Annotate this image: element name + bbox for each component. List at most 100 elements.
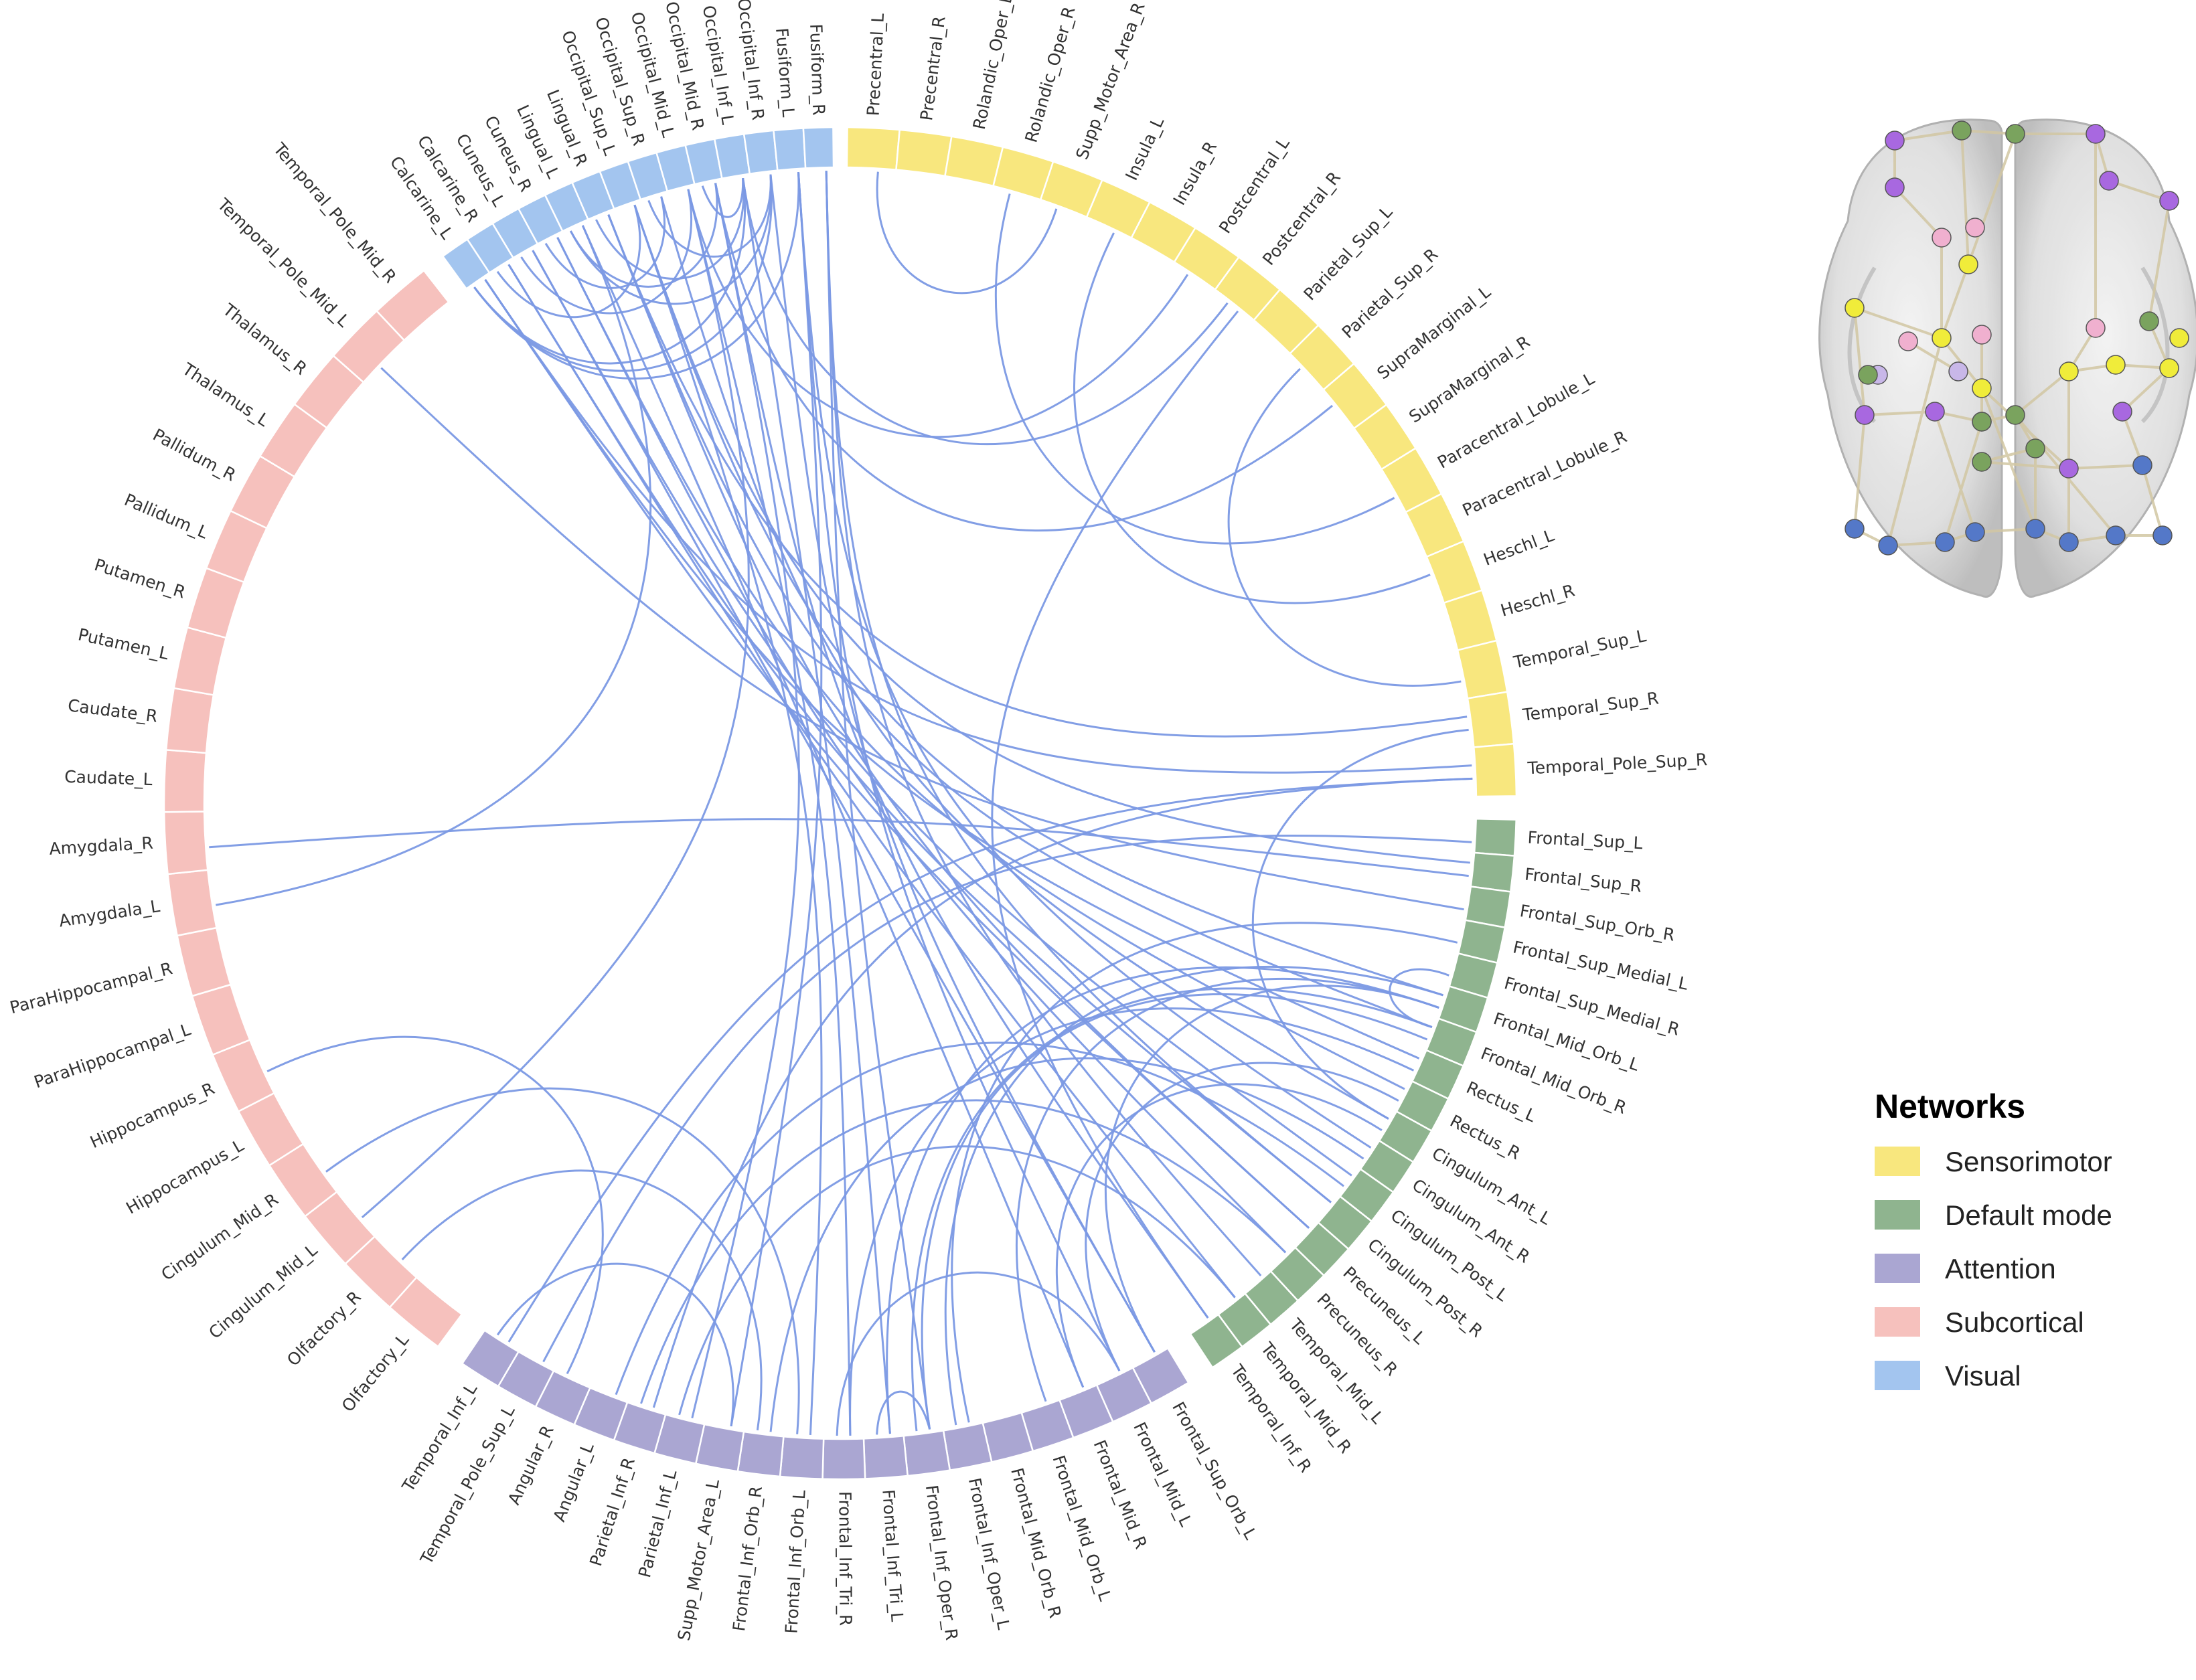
ring-segment: [802, 126, 835, 169]
region-ring: [163, 126, 1518, 1481]
region-label: Putamen_L: [76, 624, 171, 663]
ring-segment: [773, 127, 807, 171]
connection-link: [797, 171, 1121, 1371]
region-label: Precentral_R: [917, 15, 949, 122]
legend-label: Sensorimotor: [1945, 1146, 2112, 1177]
region-label: Temporal_Mid_R: [1257, 1338, 1355, 1456]
legend-label: Attention: [1945, 1253, 2056, 1284]
legend-item-sensorimotor: Sensorimotor: [1875, 1146, 2112, 1177]
connection-link: [825, 171, 1262, 1276]
brain-node: [2112, 402, 2132, 422]
connection-link: [1227, 367, 1462, 687]
connection-link: [496, 204, 641, 319]
brain-edge: [1980, 387, 2070, 470]
legend-label: Visual: [1945, 1360, 2021, 1392]
region-label: Frontal_Inf_Tri_R: [835, 1491, 855, 1626]
brain-node: [2099, 171, 2119, 191]
connection-link: [569, 183, 718, 288]
ring-segment: [1466, 691, 1515, 748]
region-label: Frontal_Sup_L: [1527, 828, 1643, 853]
brain-node: [2086, 318, 2106, 338]
connection-link: [714, 183, 1209, 1319]
region-label: Supp_Motor_Area_R: [1072, 0, 1148, 162]
region-label: Fusiform_L: [772, 27, 798, 118]
connection-link: [484, 278, 1472, 774]
region-label: Cingulum_Mid_L: [205, 1240, 321, 1343]
connection-link: [507, 777, 1473, 1343]
connection-link: [687, 189, 1189, 438]
brain-node: [1845, 519, 1865, 539]
region-label: Amygdala_L: [58, 896, 161, 931]
brain-edge: [1934, 411, 1976, 533]
brain-node: [2139, 311, 2159, 331]
region-label: Frontal_Mid_Orb_R: [1007, 1466, 1065, 1620]
connection-link: [825, 171, 1332, 1203]
region-label: Cingulum_Post_L: [1387, 1205, 1512, 1305]
region-label: Pallidum_R: [150, 425, 240, 485]
region-label: Caudate_R: [67, 695, 159, 726]
region-label: Fusiform_R: [806, 23, 828, 116]
connection-link: [769, 1057, 1364, 1432]
region-label: Parietal_Inf_L: [635, 1468, 680, 1580]
ring-segment: [1189, 1313, 1244, 1369]
connection-link: [209, 818, 1469, 877]
region-label: Frontal_Mid_R: [1090, 1437, 1151, 1551]
brain-edge: [1853, 307, 1866, 416]
connection-link: [1105, 985, 1439, 1353]
ring-segment: [944, 135, 1004, 187]
brain-node: [2132, 455, 2152, 475]
connection-link: [520, 189, 693, 315]
connection-link: [652, 777, 1473, 1408]
legend-swatch: [1875, 1361, 1920, 1390]
connection-link: [849, 1007, 1415, 1436]
region-label: Amygdala_R: [49, 833, 154, 859]
brain-node: [2106, 355, 2126, 375]
ring-segment: [176, 926, 232, 997]
region-label: Occipital_Inf_R: [734, 0, 768, 121]
connection-link: [687, 189, 852, 1436]
ring-segment: [846, 126, 901, 171]
connection-link: [542, 835, 1472, 1363]
region-label: Cingulum_Post_R: [1364, 1235, 1486, 1341]
connection-link: [361, 189, 750, 1219]
connection-link: [769, 174, 1156, 1353]
region-label: Temporal_Mid_L: [1285, 1315, 1387, 1428]
legend-label: Default mode: [1945, 1199, 2112, 1231]
legend-item-subcortical: Subcortical: [1875, 1307, 2084, 1338]
ring-segment: [1472, 742, 1518, 798]
brain-edge: [1894, 129, 1962, 142]
connection-link: [994, 193, 1395, 545]
connection-link: [266, 1035, 604, 1375]
legend-item-default-mode: Default mode: [1875, 1199, 2112, 1231]
brain-edge: [1854, 307, 1942, 339]
connection-link: [615, 1041, 1344, 1396]
connection-link: [1389, 968, 1449, 1028]
brain-edge: [2108, 179, 2170, 202]
brain-edge: [2068, 464, 2143, 470]
brain-node: [2086, 124, 2106, 144]
brain-node: [2169, 328, 2189, 348]
connection-link: [607, 214, 1433, 1028]
region-label: Precentral_L: [864, 13, 888, 116]
region-label: Temporal_Pole_Sup_L: [416, 1402, 519, 1568]
region-label: Insula_L: [1121, 114, 1168, 183]
brain-node: [2025, 519, 2045, 539]
region-label: Heschl_R: [1498, 580, 1577, 620]
connection-link: [1251, 728, 1469, 1120]
connection-link: [701, 178, 744, 218]
brain-node: [1972, 325, 1992, 345]
connection-link: [484, 278, 1420, 1060]
brain-node: [2159, 191, 2179, 211]
connection-link: [633, 204, 1443, 997]
region-label: Rolandic_Oper_L: [969, 0, 1016, 131]
region-label: Pallidum_L: [121, 490, 210, 543]
region-label: Thalamus_L: [178, 359, 272, 430]
ring-segment: [821, 1438, 866, 1481]
ring-segment: [167, 869, 218, 937]
connection-link: [595, 178, 745, 280]
brain-node: [1932, 228, 1952, 248]
brain-node: [1972, 378, 1992, 398]
legend-item-visual: Visual: [1875, 1360, 2021, 1392]
connection-link: [714, 183, 1333, 532]
region-label: Cingulum_Mid_R: [158, 1189, 282, 1284]
